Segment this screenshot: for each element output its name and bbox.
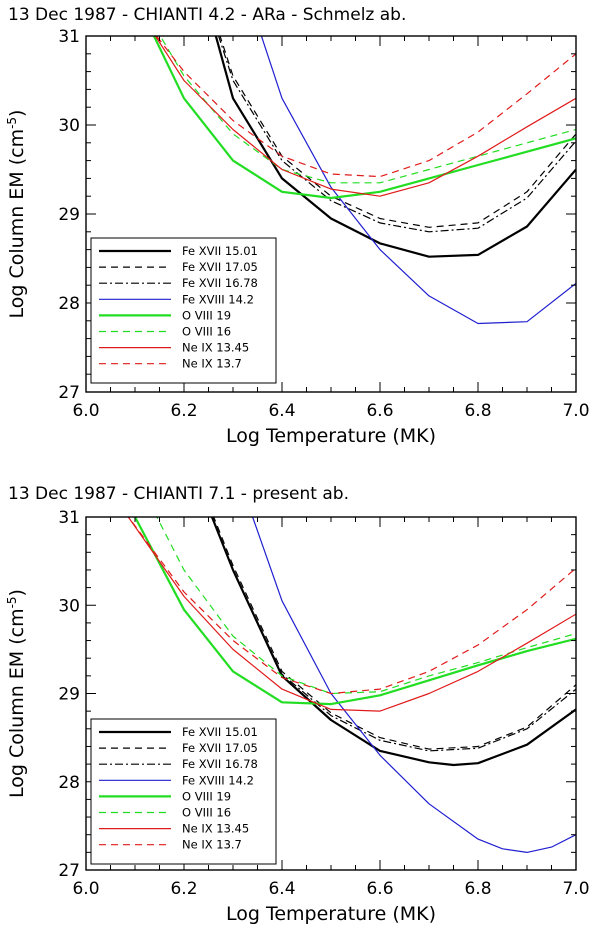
legend-entry: Fe XVII 17.05 — [182, 741, 258, 755]
series-group — [152, 36, 576, 325]
legend-entry: O VIII 16 — [182, 806, 231, 820]
series-line-8 — [155, 36, 576, 178]
x-tick-label: 7.0 — [562, 879, 589, 899]
legend-entry: Ne IX 13.7 — [182, 357, 242, 371]
series-line-7 — [127, 517, 576, 712]
series-line-2 — [219, 36, 576, 228]
x-tick-label: 6.6 — [366, 401, 393, 421]
x-axis-label: Log Temperature (MK) — [226, 903, 436, 925]
x-tick-label: 7.0 — [562, 401, 589, 421]
legend-entry: Fe XVIII 14.2 — [182, 292, 254, 306]
y-tick-label: 30 — [58, 116, 80, 136]
y-axis-label-close: ) — [6, 110, 28, 117]
series-line-6 — [156, 517, 576, 695]
chart-panel-2: 13 Dec 1987 - CHIANTI 7.1 - present ab. 6… — [5, 484, 590, 925]
x-tick-label: 6.2 — [170, 879, 197, 899]
y-axis-label: Log Column EM (cm-5) — [5, 589, 28, 798]
y-tick-label: 29 — [58, 685, 80, 705]
chart-title: 13 Dec 1987 - CHIANTI 4.2 - ARa - Schmel… — [8, 5, 406, 25]
series-line-3 — [211, 517, 576, 752]
legend-entry: Fe XVII 16.78 — [182, 757, 258, 771]
legend-box — [90, 237, 277, 384]
series-line-3 — [217, 36, 576, 233]
y-tick-label: 28 — [58, 294, 80, 314]
series-line-6 — [159, 36, 576, 184]
legend: Fe XVII 15.01 Fe XVII 17.05 Fe XVII 16.78 F… — [90, 718, 277, 865]
legend-entry: Fe XVII 15.01 — [182, 725, 258, 739]
series-line-8 — [127, 517, 576, 695]
series-line-4 — [260, 36, 576, 325]
series-line-5 — [134, 517, 576, 706]
x-tick-label: 6.6 — [366, 879, 393, 899]
series-line-2 — [213, 517, 576, 750]
series-group — [127, 517, 576, 853]
chart-panel-1: 13 Dec 1987 - CHIANTI 4.2 - ARa - Schmel… — [5, 5, 590, 447]
x-tick-label: 6.0 — [72, 879, 99, 899]
series-line-4 — [252, 517, 576, 853]
y-tick-label: 28 — [58, 773, 80, 793]
series-line-7 — [154, 36, 576, 197]
y-tick-label: 30 — [58, 596, 80, 616]
legend-entry: Fe XVII 15.01 — [182, 244, 258, 258]
legend-entry: O VIII 19 — [182, 308, 231, 322]
y-tick-label: 31 — [58, 27, 80, 47]
y-axis-label-exponent: -5 — [5, 117, 19, 129]
legend-entry: Ne IX 13.45 — [182, 822, 249, 836]
y-tick-label: 31 — [58, 508, 80, 528]
x-tick-label: 6.8 — [464, 879, 491, 899]
tick-marks — [85, 516, 577, 871]
legend-entry: Ne IX 13.7 — [182, 838, 242, 852]
legend-entry: Fe XVIII 14.2 — [182, 773, 254, 787]
y-axis-label-exponent: -5 — [5, 596, 19, 608]
legend-entry: Ne IX 13.45 — [182, 341, 249, 355]
legend-entry: O VIII 16 — [182, 325, 231, 339]
y-tick-label: 27 — [58, 861, 80, 881]
y-axis-label-close: ) — [6, 589, 28, 596]
x-tick-label: 6.2 — [170, 401, 197, 421]
x-tick-label: 6.4 — [268, 879, 295, 899]
y-tick-label: 29 — [58, 205, 80, 225]
y-axis-label-main: Log Column EM (cm — [6, 129, 28, 319]
tick-marks — [85, 35, 577, 393]
series-line-1 — [214, 36, 576, 258]
legend-entry: Fe XVII 17.05 — [182, 260, 258, 274]
y-tick-label: 27 — [58, 383, 80, 403]
y-axis-label: Log Column EM (cm-5) — [5, 110, 28, 319]
x-axis-label: Log Temperature (MK) — [226, 425, 436, 447]
x-tick-label: 6.8 — [464, 401, 491, 421]
legend-entry: Fe XVII 16.78 — [182, 276, 258, 290]
chart-title: 13 Dec 1987 - CHIANTI 7.1 - present ab. — [8, 484, 349, 504]
y-axis-label-main: Log Column EM (cm — [6, 608, 28, 798]
x-tick-label: 6.4 — [268, 401, 295, 421]
legend-box — [90, 718, 277, 865]
x-tick-label: 6.0 — [72, 401, 99, 421]
legend-entry: O VIII 19 — [182, 789, 231, 803]
legend: Fe XVII 15.01 Fe XVII 17.05 Fe XVII 16.78 F… — [90, 237, 277, 384]
series-line-5 — [152, 36, 576, 200]
